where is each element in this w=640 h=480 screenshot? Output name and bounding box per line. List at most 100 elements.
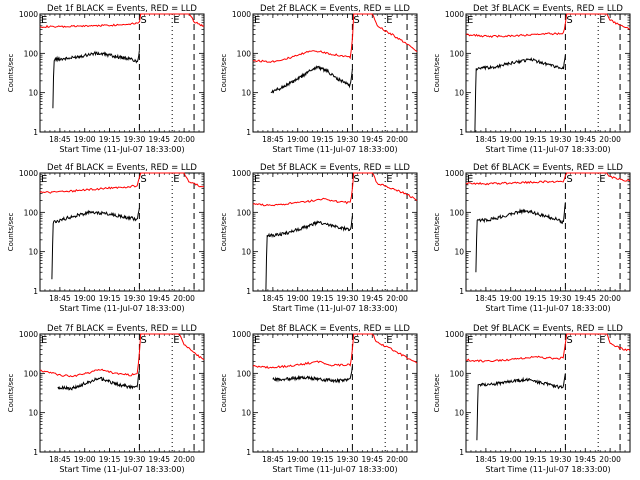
y-tick-label: 100 [450, 208, 465, 217]
y-axis-label: Counts/sec [433, 374, 441, 413]
y-tick-label: 100 [237, 49, 252, 58]
x-tick-label: 19:00 [500, 294, 522, 303]
x-axis-label: Start Time (11-Jul-07 18:33:00) [59, 304, 184, 313]
plot-frame [465, 13, 631, 133]
y-tick-label: 10 [241, 409, 251, 418]
marker-label: S [566, 15, 572, 26]
marker-label: S [566, 335, 572, 346]
x-tick-label: 19:00 [500, 455, 522, 464]
marker-label: S [140, 15, 146, 26]
x-axis-label: Start Time (11-Jul-07 18:33:00) [272, 304, 397, 313]
y-tick-label: 1000 [445, 330, 464, 339]
series-lld-line [253, 13, 418, 63]
x-tick-label: 18:45 [475, 135, 497, 144]
y-tick-label: 1000 [19, 330, 38, 339]
x-tick-label: 18:45 [475, 294, 497, 303]
y-tick-label: 100 [24, 369, 39, 378]
y-tick-label: 10 [454, 248, 464, 257]
marker-label: E [599, 174, 605, 185]
y-tick-label: 1 [246, 128, 251, 137]
panel-5: Det 5f BLACK = Events, RED = LLD Start Ti… [220, 163, 418, 313]
y-tick-label: 100 [450, 369, 465, 378]
marker-label: E [254, 174, 260, 185]
x-tick-label: 19:00 [74, 294, 96, 303]
y-tick-label: 10 [454, 89, 464, 98]
y-tick-label: 10 [28, 89, 38, 98]
series-events-line [57, 370, 140, 391]
x-tick-label: 19:30 [124, 455, 146, 464]
panel-4: Det 4f BLACK = Events, RED = LLD Start Ti… [7, 163, 205, 313]
x-tick-label: 19:15 [99, 135, 121, 144]
x-tick-label: 18:45 [49, 135, 71, 144]
x-tick-label: 19:30 [337, 135, 359, 144]
panel-6: Det 6f BLACK = Events, RED = LLD Start Ti… [433, 163, 631, 313]
marker-label: E [41, 174, 47, 185]
y-tick-label: 1000 [232, 330, 251, 339]
marker-label: E [467, 335, 473, 346]
y-tick-label: 1000 [445, 10, 464, 19]
x-tick-label: 19:00 [287, 455, 309, 464]
x-tick-label: 19:45 [361, 294, 383, 303]
y-tick-label: 1 [459, 448, 464, 457]
series-lld-line [465, 333, 631, 363]
x-tick-label: 19:45 [574, 294, 596, 303]
marker-label: S [353, 15, 359, 26]
marker-label: E [173, 174, 179, 185]
x-tick-label: 19:00 [74, 135, 96, 144]
panel-title: Det 8f BLACK = Events, RED = LLD [260, 324, 410, 334]
x-axis-label: Start Time (11-Jul-07 18:33:00) [485, 145, 610, 154]
marker-label: E [599, 335, 605, 346]
x-tick-label: 19:15 [525, 294, 547, 303]
marker-label: S [353, 174, 359, 185]
marker-label: S [353, 335, 359, 346]
panel-title: Det 7f BLACK = Events, RED = LLD [47, 324, 197, 334]
x-tick-label: 19:30 [124, 294, 146, 303]
x-tick-label: 18:45 [262, 294, 284, 303]
x-tick-label: 19:00 [287, 135, 309, 144]
plot-frame [39, 13, 205, 133]
x-tick-label: 19:00 [500, 135, 522, 144]
x-tick-label: 20:00 [173, 294, 195, 303]
x-tick-label: 19:30 [124, 135, 146, 144]
panel-title: Det 5f BLACK = Events, RED = LLD [260, 163, 410, 173]
x-axis-label: Start Time (11-Jul-07 18:33:00) [485, 304, 610, 313]
panel-title: Det 3f BLACK = Events, RED = LLD [473, 4, 623, 14]
panel-2: Det 2f BLACK = Events, RED = LLD Start Ti… [220, 4, 418, 154]
x-axis-label: Start Time (11-Jul-07 18:33:00) [272, 145, 397, 154]
y-axis-label: Counts/sec [7, 374, 15, 413]
panel-title: Det 2f BLACK = Events, RED = LLD [260, 4, 410, 14]
marker-label: E [41, 15, 47, 26]
y-tick-label: 1000 [19, 10, 38, 19]
x-tick-label: 19:45 [148, 455, 170, 464]
panel-title: Det 6f BLACK = Events, RED = LLD [473, 163, 623, 173]
x-tick-label: 18:45 [475, 455, 497, 464]
marker-label: E [386, 15, 392, 26]
plot-frame [252, 172, 418, 292]
y-tick-label: 1 [33, 287, 38, 296]
y-tick-label: 10 [241, 248, 251, 257]
y-tick-label: 10 [241, 89, 251, 98]
y-axis-label: Counts/sec [433, 213, 441, 252]
x-tick-label: 20:00 [386, 135, 408, 144]
x-tick-label: 19:15 [312, 294, 334, 303]
marker-label: E [173, 335, 179, 346]
y-axis-label: Counts/sec [220, 213, 228, 252]
marker-label: E [254, 15, 260, 26]
x-tick-label: 19:30 [550, 455, 572, 464]
series-lld-line [39, 172, 205, 194]
x-tick-label: 19:45 [574, 135, 596, 144]
y-tick-label: 1 [33, 128, 38, 137]
x-tick-label: 20:00 [386, 455, 408, 464]
plot-frame [465, 172, 631, 292]
y-axis-label: Counts/sec [220, 374, 228, 413]
series-events-line [474, 55, 566, 133]
plot-frame [39, 172, 205, 292]
series-lld-line [40, 333, 205, 378]
series-events-line [270, 65, 353, 94]
y-tick-label: 1000 [232, 10, 251, 19]
x-tick-label: 19:30 [550, 135, 572, 144]
panel-title: Det 9f BLACK = Events, RED = LLD [473, 324, 623, 334]
marker-label: S [140, 335, 146, 346]
x-tick-label: 19:45 [148, 135, 170, 144]
